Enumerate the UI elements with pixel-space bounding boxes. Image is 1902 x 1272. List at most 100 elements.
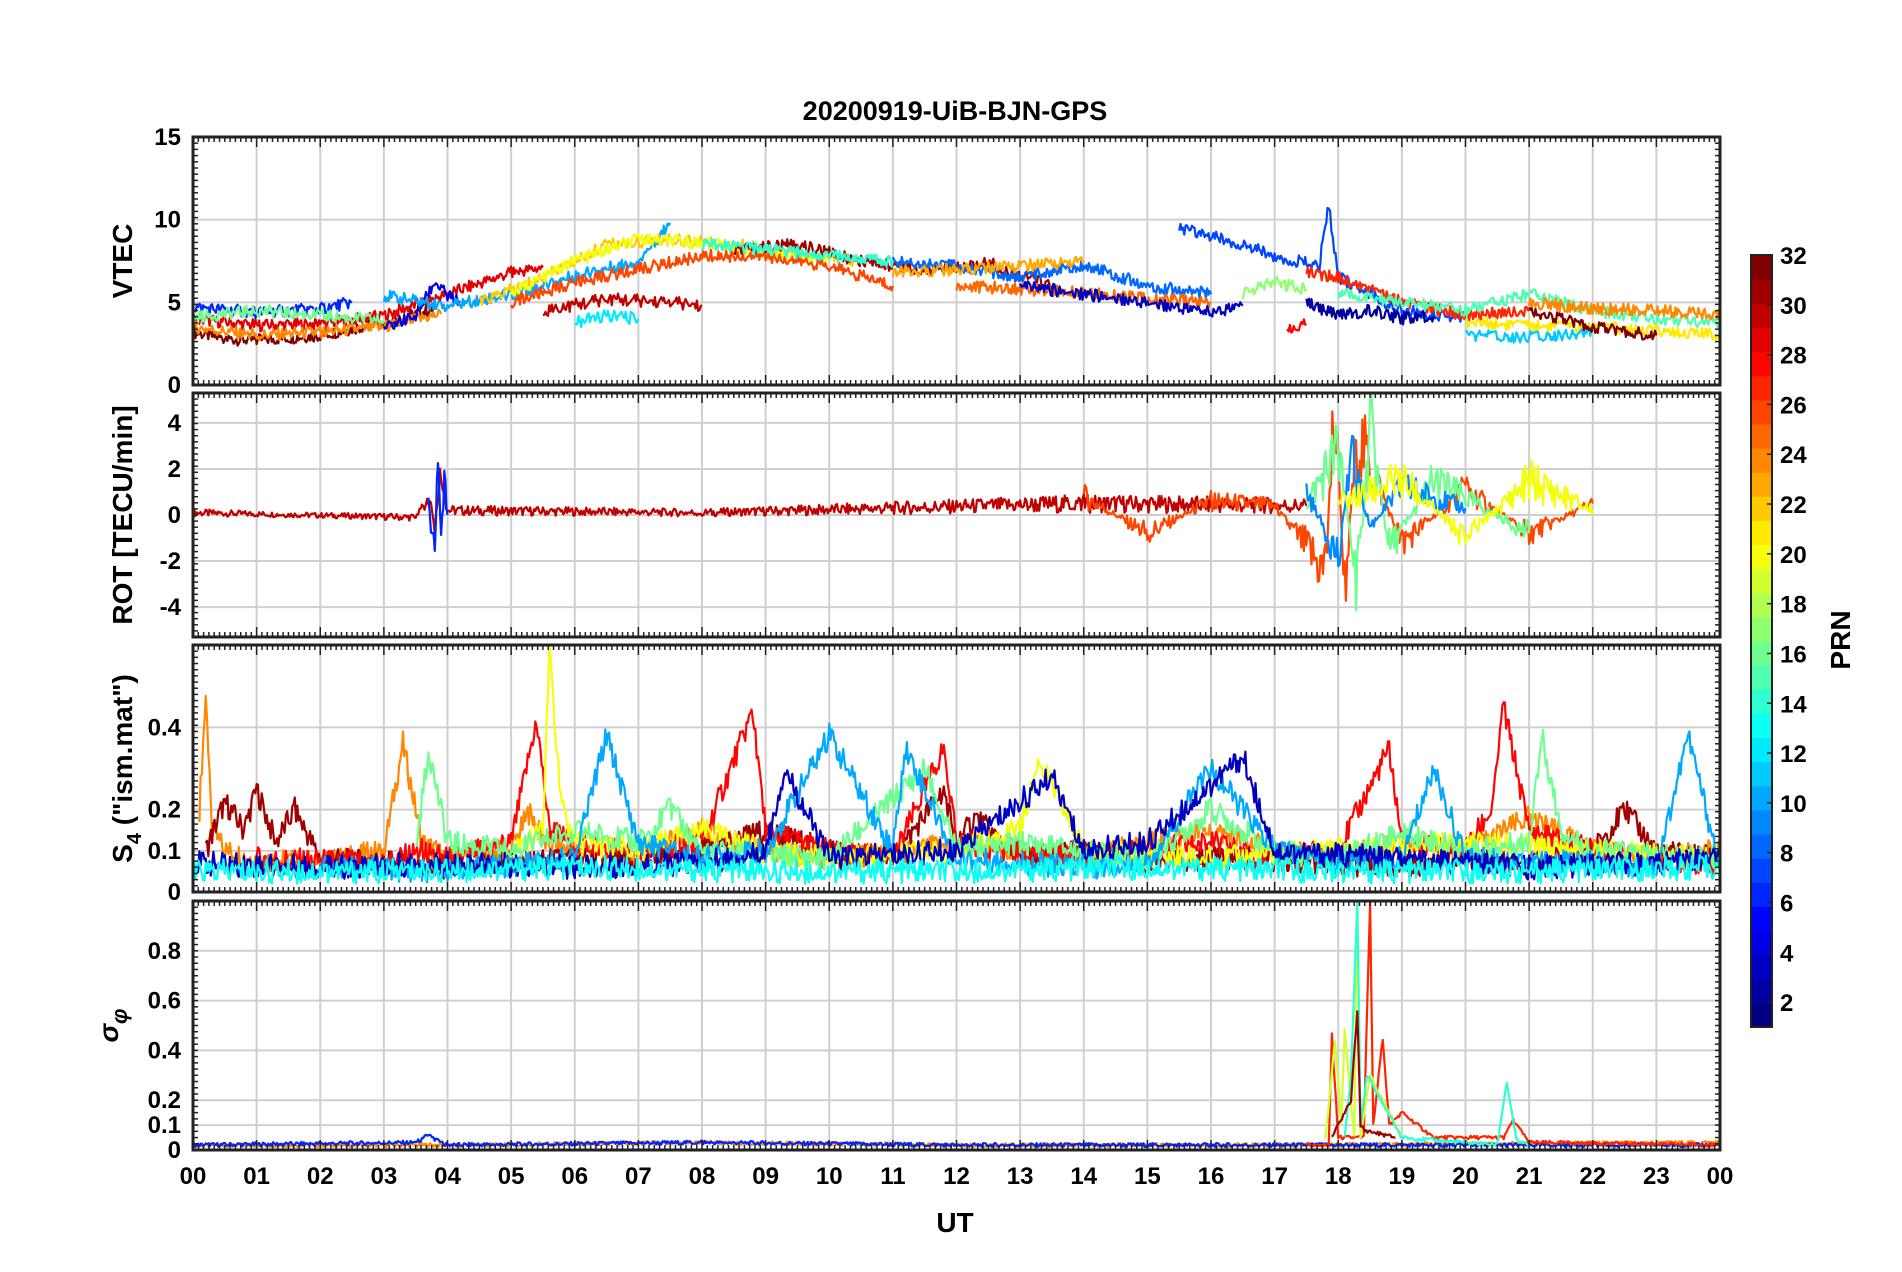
x-tick-label: 13	[1007, 1163, 1034, 1190]
x-tick-label: 03	[371, 1163, 398, 1190]
colorbar-tick-label: 14	[1780, 691, 1807, 718]
x-tick-label: 08	[689, 1163, 716, 1190]
panel-vtec-frame	[191, 135, 1722, 387]
y-tick-label: 0	[168, 1137, 181, 1164]
colorbar-swatch	[1751, 785, 1772, 811]
x-tick-label: 07	[625, 1163, 652, 1190]
panel-rot-frame	[191, 391, 1722, 639]
colorbar-swatch	[1751, 375, 1772, 401]
y-tick-label: 2	[168, 456, 181, 483]
panel-vtec-ylabel: VTEC	[107, 224, 138, 299]
series-prn-31	[1331, 1010, 1396, 1139]
colorbar-swatch	[1751, 665, 1772, 690]
x-tick-label: 02	[307, 1163, 334, 1190]
colorbar-swatch	[1751, 327, 1772, 353]
x-tick-label: 14	[1070, 1163, 1097, 1190]
y-tick-label: 4	[168, 410, 182, 437]
colorbar-tick-label: 12	[1780, 741, 1807, 768]
series-prn-30	[193, 467, 1308, 535]
y-tick-label: 0.8	[148, 938, 181, 965]
y-tick-label: 0.2	[148, 797, 181, 824]
series-prn-16	[193, 304, 385, 325]
colorbar-swatch	[1751, 520, 1772, 546]
series-prn-14	[701, 237, 894, 268]
series-prn-10	[382, 222, 672, 313]
x-tick-label: 00	[1707, 1163, 1734, 1190]
colorbar-swatch	[1751, 906, 1772, 932]
y-tick-label: 0	[168, 879, 181, 906]
colorbar-swatch	[1751, 641, 1772, 666]
series-prn-19	[1324, 901, 1403, 1139]
x-tick-label: 21	[1516, 1163, 1543, 1190]
colorbar-swatch	[1751, 761, 1772, 787]
series-prn-20	[510, 233, 830, 297]
colorbar-swatch	[1751, 834, 1772, 859]
y-tick-label: 0.1	[148, 1112, 181, 1139]
colorbar-swatch	[1751, 809, 1772, 835]
series-prn-20	[1337, 459, 1594, 546]
x-tick-label: 23	[1643, 1163, 1670, 1190]
colorbar-swatch	[1751, 448, 1772, 473]
colorbar-swatch	[1751, 279, 1772, 304]
y-tick-label: 0.4	[148, 1037, 182, 1064]
colorbar-tick-label: 28	[1780, 343, 1807, 370]
colorbar-tick-label: 8	[1780, 841, 1793, 868]
colorbar-swatch	[1751, 351, 1772, 377]
series-prn-32	[1528, 306, 1658, 341]
x-tick-label: 18	[1325, 1163, 1352, 1190]
panel-rot-ylabel: ROT [TECU/min]	[107, 405, 138, 624]
series-prn-13	[193, 854, 1720, 885]
colorbar-tick-label: 18	[1780, 592, 1807, 619]
series-prn-12	[574, 309, 640, 329]
colorbar-tick-label: 4	[1780, 940, 1794, 967]
panel-s4-series	[193, 645, 1720, 885]
x-tick-label: 10	[816, 1163, 843, 1190]
colorbar-frame	[1750, 254, 1773, 1028]
panel-vtec-series	[193, 206, 1720, 347]
series-prn-6	[427, 462, 449, 553]
colorbar-tick-label: 32	[1780, 243, 1807, 270]
y-tick-label: 5	[168, 289, 181, 316]
colorbar-tick-label: 10	[1780, 791, 1807, 818]
colorbar-tick-label: 20	[1780, 542, 1807, 569]
series-prn-29	[193, 264, 544, 333]
colorbar-swatch	[1751, 882, 1772, 907]
y-tick-label: -4	[160, 594, 182, 621]
x-tick-label: 17	[1261, 1163, 1288, 1190]
colorbar-swatch	[1751, 544, 1772, 570]
x-tick-label: 01	[243, 1163, 270, 1190]
x-axis-label: UT	[936, 1207, 973, 1238]
colorbar-label: PRN	[1825, 610, 1856, 669]
y-tick-label: 0.4	[148, 714, 182, 741]
colorbar-tick-label: 6	[1780, 890, 1793, 917]
colorbar-swatch	[1751, 472, 1772, 497]
series-prn-2	[1305, 297, 1435, 326]
series-prn-3	[1019, 280, 1244, 318]
colorbar-swatch	[1751, 399, 1772, 425]
series-prn-11	[1465, 326, 1594, 344]
x-tick-label: 09	[752, 1163, 779, 1190]
y-tick-label: -2	[160, 548, 181, 575]
x-tick-label: 04	[434, 1163, 461, 1190]
colorbar-tick-label: 16	[1780, 641, 1807, 668]
colorbar-swatch	[1751, 858, 1772, 883]
x-tick-label: 06	[561, 1163, 588, 1190]
colorbar-swatch	[1751, 930, 1772, 956]
x-tick-label: 15	[1134, 1163, 1161, 1190]
chart-title: 20200919-UiB-BJN-GPS	[803, 96, 1108, 126]
x-tick-label: 12	[943, 1163, 970, 1190]
y-tick-label: 0.2	[148, 1087, 181, 1114]
x-tick-label: 05	[498, 1163, 525, 1190]
y-tick-label: 0	[168, 372, 181, 399]
x-tick-label: 11	[880, 1163, 905, 1190]
colorbar-swatch	[1751, 713, 1772, 739]
colorbar-swatch	[1751, 303, 1772, 328]
y-tick-label: 0.6	[148, 988, 181, 1015]
series-prn-24	[193, 308, 443, 342]
series-prn-30	[542, 292, 703, 317]
panel-s4-frame	[191, 643, 1722, 894]
series-prn-17	[1241, 275, 1308, 300]
